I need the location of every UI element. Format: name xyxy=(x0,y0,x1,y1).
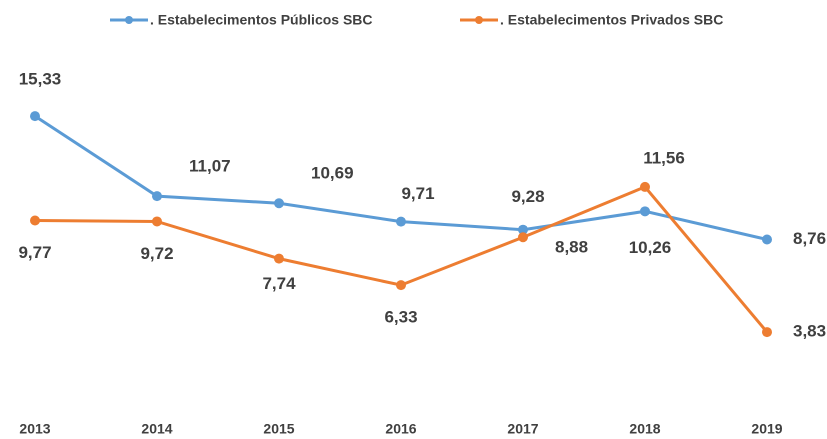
point xyxy=(30,215,40,226)
x-tick-label: 2015 xyxy=(263,421,294,437)
x-tick-label: 2018 xyxy=(629,421,660,437)
point xyxy=(640,181,650,192)
data-label: 11,56 xyxy=(643,148,685,167)
data-label: 3,83 xyxy=(793,322,826,341)
legend-label: . Estabelecimentos Privados SBC xyxy=(500,12,723,28)
data-label: 11,07 xyxy=(189,157,231,176)
point xyxy=(274,253,284,264)
legend-label: . Estabelecimentos Públicos SBC xyxy=(150,12,373,28)
data-label: 6,33 xyxy=(384,308,417,327)
point xyxy=(762,327,772,338)
x-tick-label: 2017 xyxy=(507,421,538,437)
point xyxy=(762,234,772,245)
data-label: 8,88 xyxy=(555,238,588,257)
legend-marker xyxy=(125,16,133,24)
x-tick-label: 2013 xyxy=(19,421,50,437)
x-tick-label: 2019 xyxy=(751,421,782,437)
point xyxy=(396,216,406,227)
point xyxy=(152,191,162,202)
x-tick-label: 2016 xyxy=(385,421,416,437)
point xyxy=(640,206,650,217)
data-label: 9,28 xyxy=(511,187,544,206)
point xyxy=(518,232,528,243)
data-label: 10,69 xyxy=(311,164,354,183)
data-label: 9,77 xyxy=(18,243,51,262)
point xyxy=(152,216,162,227)
data-label: 10,26 xyxy=(629,238,672,257)
data-label: 9,71 xyxy=(401,184,434,203)
point xyxy=(274,198,284,209)
point xyxy=(396,280,406,291)
legend-marker xyxy=(475,16,483,24)
x-tick-label: 2014 xyxy=(141,421,172,437)
data-label: 9,72 xyxy=(140,244,173,263)
data-label: 7,74 xyxy=(262,274,296,293)
point xyxy=(518,224,528,235)
data-label: 8,76 xyxy=(793,229,826,248)
data-label: 15,33 xyxy=(19,70,62,89)
point xyxy=(30,111,40,122)
